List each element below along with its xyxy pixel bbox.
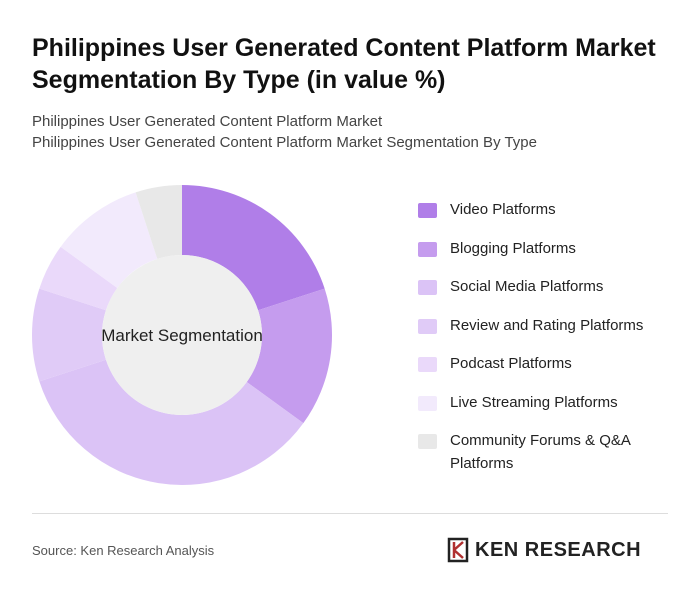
chart-title: Philippines User Generated Content Platf… — [32, 34, 656, 94]
divider — [32, 513, 668, 514]
legend-swatch — [418, 357, 437, 372]
subtitle: Philippines User Generated Content Platf… — [32, 134, 537, 151]
logo-text: KEN RESEARCH — [475, 538, 642, 561]
legend-label: Blogging Platforms — [450, 239, 576, 257]
legend-item: Live Streaming Platforms — [418, 391, 678, 414]
donut-segment — [135, 185, 182, 259]
source: Source: Ken Research Analysis — [32, 543, 215, 558]
donut-segment — [182, 185, 325, 311]
legend-item: Video Platforms — [418, 198, 678, 221]
donut-segment — [39, 359, 304, 485]
donut-segment — [39, 246, 118, 311]
donut-chart: Market Segmentation — [32, 185, 332, 485]
legend-item: Podcast Platforms — [418, 352, 678, 375]
legend-item: Review and Rating Platforms — [418, 314, 678, 337]
legend-item: Community Forums & Q&A Platforms — [418, 429, 678, 475]
logo-icon — [447, 537, 469, 563]
legend-swatch — [418, 241, 437, 257]
legend-swatch — [418, 395, 437, 411]
donut-hole — [102, 255, 262, 415]
legend-swatch — [418, 280, 437, 295]
legend-label: Social Media Platforms — [450, 278, 604, 295]
legend-label: Live Streaming Platforms — [450, 393, 618, 411]
subtitle: Philippines User Generated Content Platf… — [32, 113, 383, 130]
legend-item: Blogging Platforms — [418, 237, 678, 260]
legend-swatch — [418, 318, 437, 334]
legend-label: Video Platforms — [450, 201, 556, 218]
donut-segment — [60, 192, 158, 288]
legend-item: Social Media Platforms — [418, 275, 678, 298]
legend-label: Community Forums & Q&A Platforms — [450, 432, 631, 472]
donut-segment — [32, 288, 106, 382]
legend-swatch — [418, 203, 437, 218]
center-label: Market Segmentation — [101, 326, 263, 345]
logo: KEN RESEARCH — [447, 537, 641, 563]
legend: Video Platforms Blogging Platforms Social … — [418, 198, 678, 491]
legend-label: Podcast Platforms — [450, 355, 572, 372]
donut-segment — [246, 288, 332, 424]
legend-label: Review and Rating Platforms — [450, 316, 644, 334]
legend-swatch — [418, 434, 437, 449]
